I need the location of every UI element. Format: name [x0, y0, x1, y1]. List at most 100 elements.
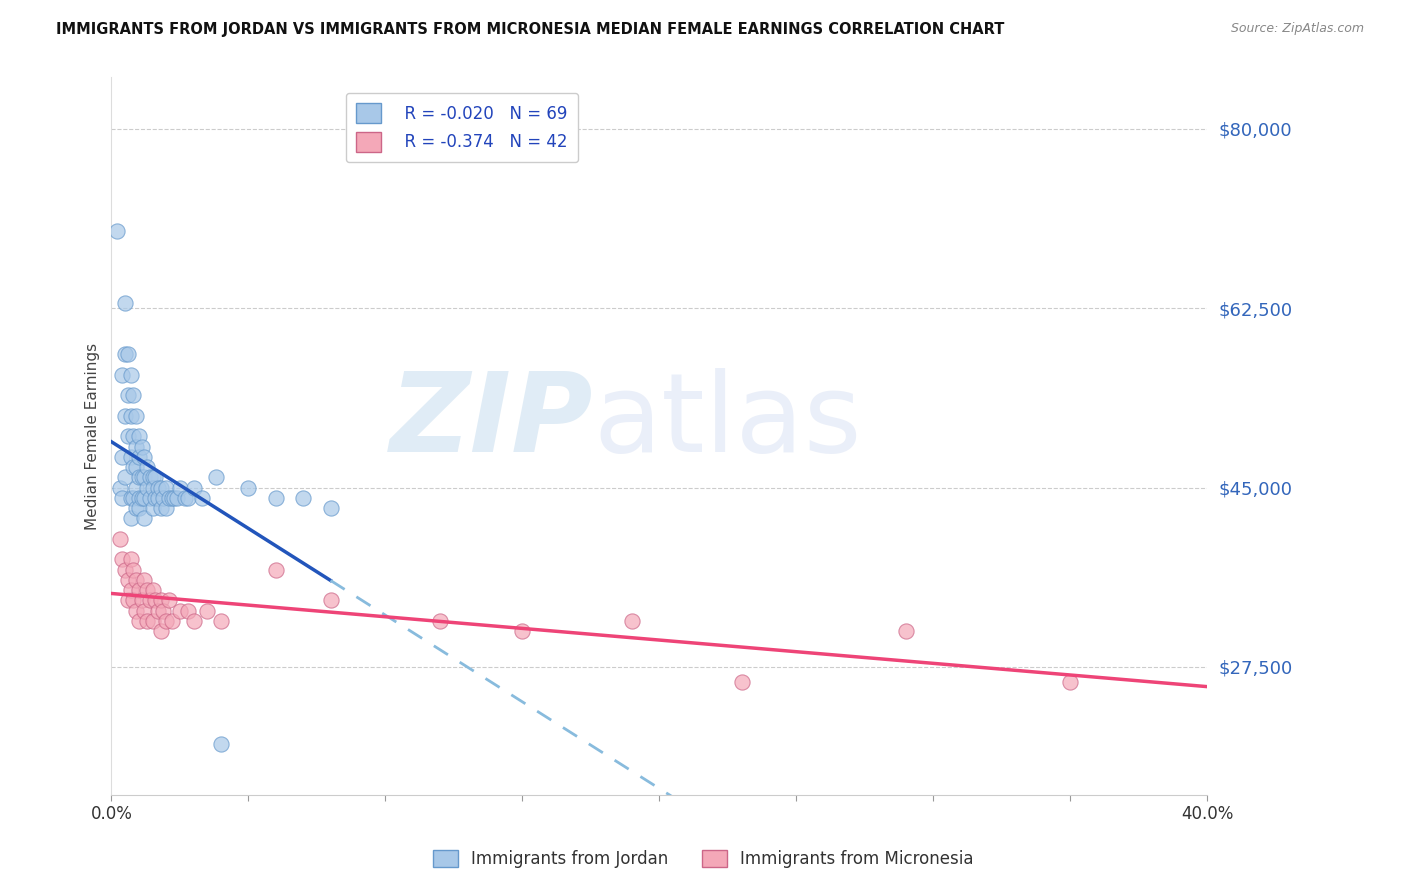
- Point: [157, 491, 180, 505]
- Point: [111, 552, 134, 566]
- Point: [120, 491, 142, 505]
- Point: [149, 593, 172, 607]
- Point: [191, 491, 214, 505]
- Point: [264, 491, 287, 505]
- Point: [122, 562, 145, 576]
- Point: [134, 491, 156, 505]
- Point: [141, 481, 163, 495]
- Point: [163, 491, 186, 505]
- Point: [149, 481, 172, 495]
- Point: [730, 675, 752, 690]
- Point: [131, 593, 153, 607]
- Point: [114, 470, 136, 484]
- Point: [114, 296, 136, 310]
- Point: [131, 440, 153, 454]
- Point: [136, 614, 159, 628]
- Point: [114, 347, 136, 361]
- Point: [128, 470, 150, 484]
- Point: [143, 491, 166, 505]
- Text: IMMIGRANTS FROM JORDAN VS IMMIGRANTS FROM MICRONESIA MEDIAN FEMALE EARNINGS CORR: IMMIGRANTS FROM JORDAN VS IMMIGRANTS FRO…: [56, 22, 1005, 37]
- Point: [512, 624, 534, 638]
- Point: [128, 614, 150, 628]
- Point: [894, 624, 917, 638]
- Point: [209, 737, 232, 751]
- Point: [111, 491, 134, 505]
- Point: [134, 603, 156, 617]
- Point: [141, 614, 163, 628]
- Point: [238, 481, 260, 495]
- Legend: Immigrants from Jordan, Immigrants from Micronesia: Immigrants from Jordan, Immigrants from …: [426, 843, 980, 875]
- Point: [177, 603, 200, 617]
- Text: ZIP: ZIP: [389, 368, 593, 475]
- Point: [122, 491, 145, 505]
- Point: [143, 470, 166, 484]
- Point: [1059, 675, 1081, 690]
- Point: [134, 573, 156, 587]
- Text: atlas: atlas: [593, 368, 862, 475]
- Point: [122, 388, 145, 402]
- Point: [128, 582, 150, 597]
- Point: [117, 573, 139, 587]
- Point: [319, 593, 342, 607]
- Point: [209, 614, 232, 628]
- Point: [122, 429, 145, 443]
- Point: [136, 582, 159, 597]
- Point: [120, 368, 142, 382]
- Point: [136, 481, 159, 495]
- Point: [166, 491, 188, 505]
- Point: [122, 460, 145, 475]
- Point: [146, 481, 169, 495]
- Point: [122, 593, 145, 607]
- Point: [128, 450, 150, 464]
- Point: [108, 481, 131, 495]
- Point: [105, 224, 128, 238]
- Point: [108, 532, 131, 546]
- Point: [141, 582, 163, 597]
- Point: [134, 511, 156, 525]
- Point: [141, 501, 163, 516]
- Point: [131, 491, 153, 505]
- Point: [114, 409, 136, 423]
- Point: [117, 429, 139, 443]
- Point: [134, 450, 156, 464]
- Point: [169, 481, 191, 495]
- Legend:   R = -0.020   N = 69,   R = -0.374   N = 42: R = -0.020 N = 69, R = -0.374 N = 42: [346, 93, 578, 162]
- Point: [177, 491, 200, 505]
- Point: [620, 614, 643, 628]
- Point: [149, 624, 172, 638]
- Point: [125, 573, 148, 587]
- Point: [120, 409, 142, 423]
- Point: [169, 603, 191, 617]
- Point: [125, 603, 148, 617]
- Point: [319, 501, 342, 516]
- Point: [160, 614, 183, 628]
- Point: [183, 614, 205, 628]
- Point: [117, 388, 139, 402]
- Point: [134, 470, 156, 484]
- Text: Source: ZipAtlas.com: Source: ZipAtlas.com: [1230, 22, 1364, 36]
- Point: [146, 491, 169, 505]
- Point: [120, 450, 142, 464]
- Point: [160, 491, 183, 505]
- Point: [139, 593, 162, 607]
- Point: [155, 501, 177, 516]
- Point: [131, 470, 153, 484]
- Point: [195, 603, 218, 617]
- Point: [117, 593, 139, 607]
- Point: [128, 501, 150, 516]
- Point: [146, 603, 169, 617]
- Point: [125, 460, 148, 475]
- Point: [155, 614, 177, 628]
- Point: [125, 440, 148, 454]
- Point: [204, 470, 226, 484]
- Point: [429, 614, 451, 628]
- Point: [155, 481, 177, 495]
- Point: [128, 491, 150, 505]
- Point: [111, 368, 134, 382]
- Point: [114, 562, 136, 576]
- Point: [152, 491, 174, 505]
- Point: [111, 450, 134, 464]
- Point: [157, 593, 180, 607]
- Point: [183, 481, 205, 495]
- Point: [292, 491, 315, 505]
